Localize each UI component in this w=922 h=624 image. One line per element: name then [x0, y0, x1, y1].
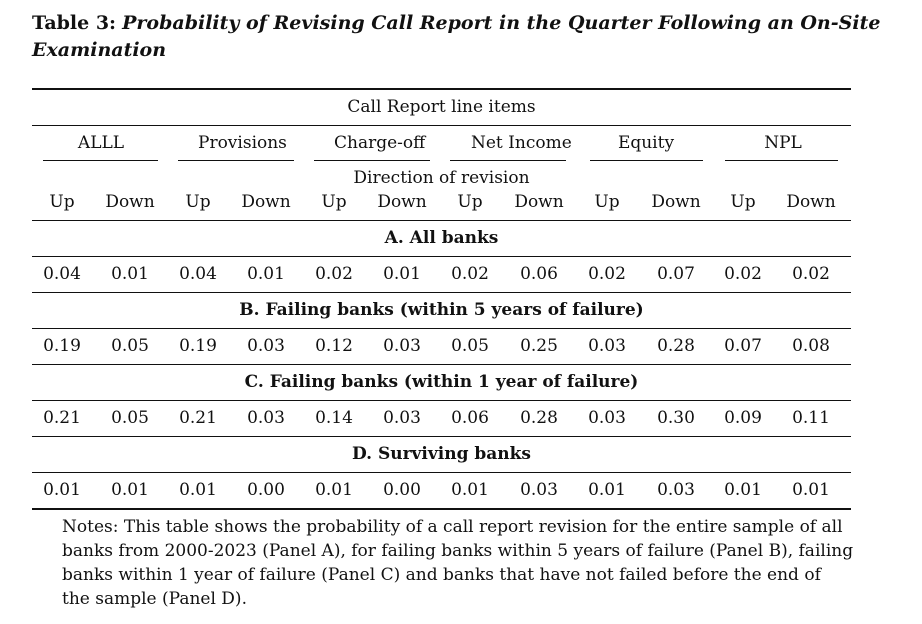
- column-direction-label: Down: [786, 192, 836, 212]
- column-group-underline: [43, 160, 158, 161]
- header-group-rule: [32, 125, 851, 126]
- table-cell: 0.25: [520, 336, 558, 356]
- panel-title: C. Failing banks (within 1 year of failu…: [244, 372, 639, 392]
- table-cell: 0.03: [383, 408, 421, 428]
- panel-bottom-rule: [32, 436, 851, 437]
- table-cell: 0.11: [792, 408, 830, 428]
- table-cell: 0.03: [520, 480, 558, 500]
- column-group-underline: [450, 160, 566, 161]
- panel-title-rule: [32, 256, 851, 257]
- column-group-label: NPL: [764, 133, 802, 153]
- table-cell: 0.06: [520, 264, 558, 284]
- table-cell: 0.01: [179, 480, 217, 500]
- table-cell: 0.01: [588, 480, 626, 500]
- table-cell: 0.02: [315, 264, 353, 284]
- column-group-label: Equity: [617, 133, 675, 153]
- column-direction-label: Down: [241, 192, 291, 212]
- column-group-label: Charge-off: [334, 133, 426, 153]
- table-cell: 0.28: [520, 408, 558, 428]
- table-cell: 0.01: [43, 480, 81, 500]
- table-cell: 0.03: [588, 336, 626, 356]
- column-group-underline: [178, 160, 294, 161]
- column-direction-label: Down: [651, 192, 701, 212]
- header-bottom-rule: [32, 220, 851, 221]
- panel-title: B. Failing banks (within 5 years of fail…: [239, 300, 644, 320]
- column-direction-label: Up: [49, 192, 75, 212]
- table-cell: 0.03: [588, 408, 626, 428]
- table-cell: 0.01: [111, 480, 149, 500]
- table-cell: 0.05: [451, 336, 489, 356]
- table-cell: 0.01: [111, 264, 149, 284]
- column-direction-label: Down: [514, 192, 564, 212]
- table-cell: 0.14: [315, 408, 353, 428]
- table-cell: 0.08: [792, 336, 830, 356]
- table-cell: 0.02: [792, 264, 830, 284]
- table-cell: 0.01: [383, 264, 421, 284]
- panel-title-rule: [32, 328, 851, 329]
- table-cell: 0.01: [247, 264, 285, 284]
- table-cell: 0.07: [724, 336, 762, 356]
- table-title: Probability of Revising Call Report in t…: [32, 12, 881, 61]
- column-direction-label: Up: [594, 192, 620, 212]
- table-cell: 0.05: [111, 408, 149, 428]
- table-cell: 0.01: [451, 480, 489, 500]
- table-cell: 0.21: [179, 408, 217, 428]
- column-direction-label: Up: [321, 192, 347, 212]
- table-cell: 0.00: [383, 480, 421, 500]
- table-cell: 0.07: [657, 264, 695, 284]
- table-cell: 0.21: [43, 408, 81, 428]
- bottom-rule: [32, 508, 851, 510]
- column-group-label: ALLL: [77, 133, 125, 153]
- column-direction-label: Up: [730, 192, 756, 212]
- column-group-label: Net Income: [471, 133, 572, 153]
- table-cell: 0.01: [724, 480, 762, 500]
- table-cell: 0.02: [724, 264, 762, 284]
- table-cell: 0.09: [724, 408, 762, 428]
- column-group-underline: [314, 160, 430, 161]
- table-notes: Notes: This table shows the probability …: [62, 517, 854, 609]
- column-direction-label: Down: [377, 192, 427, 212]
- table-cell: 0.02: [588, 264, 626, 284]
- table-cell: 0.00: [247, 480, 285, 500]
- table-cell: 0.30: [657, 408, 695, 428]
- table-cell: 0.03: [247, 408, 285, 428]
- table-cell: 0.03: [657, 480, 695, 500]
- table-cell: 0.05: [111, 336, 149, 356]
- column-direction-label: Up: [185, 192, 211, 212]
- panel-bottom-rule: [32, 364, 851, 365]
- table-cell: 0.19: [43, 336, 81, 356]
- table-cell: 0.06: [451, 408, 489, 428]
- table-cell: 0.03: [247, 336, 285, 356]
- column-group-underline: [725, 160, 838, 161]
- column-direction-label: Up: [457, 192, 483, 212]
- panel-title: A. All banks: [384, 228, 499, 248]
- header-direction-title: Direction of revision: [353, 168, 530, 188]
- panel-title-rule: [32, 472, 851, 473]
- column-direction-label: Down: [105, 192, 155, 212]
- table-label: Table 3:: [32, 12, 117, 34]
- table-cell: 0.01: [315, 480, 353, 500]
- column-group-label: Provisions: [198, 133, 287, 153]
- column-group-underline: [590, 160, 703, 161]
- table-caption: Table 3: Probability of Revising Call Re…: [32, 10, 892, 64]
- table-cell: 0.28: [657, 336, 695, 356]
- table-cell: 0.04: [43, 264, 81, 284]
- table-cell: 0.03: [383, 336, 421, 356]
- table-cell: 0.04: [179, 264, 217, 284]
- table-cell: 0.01: [792, 480, 830, 500]
- table-cell: 0.19: [179, 336, 217, 356]
- panel-title-rule: [32, 400, 851, 401]
- table-cell: 0.12: [315, 336, 353, 356]
- header-group-title: Call Report line items: [347, 97, 536, 117]
- panel-title: D. Surviving banks: [351, 444, 531, 464]
- panel-bottom-rule: [32, 292, 851, 293]
- top-rule: [32, 88, 851, 90]
- table-cell: 0.02: [451, 264, 489, 284]
